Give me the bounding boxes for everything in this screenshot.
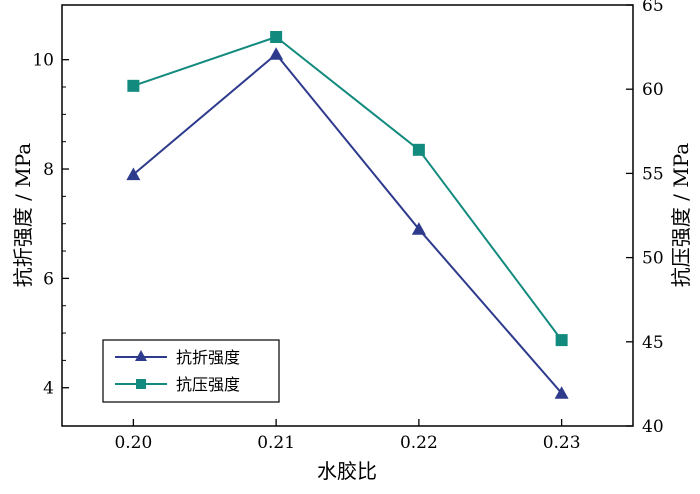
x-tick-label: 0.20 bbox=[114, 433, 152, 453]
right-y-tick-label: 45 bbox=[642, 333, 664, 353]
data-point-compressive bbox=[127, 79, 140, 92]
left-y-tick-label: 6 bbox=[43, 269, 54, 289]
left-y-tick-label: 8 bbox=[43, 160, 54, 180]
data-point-flexural bbox=[126, 167, 141, 181]
left-y-axis: 4 6 8 10 bbox=[32, 51, 69, 399]
legend-label-flexural: 抗折强度 bbox=[176, 348, 240, 367]
data-point-compressive bbox=[270, 30, 283, 43]
plot-frame bbox=[61, 4, 634, 427]
data-point-compressive bbox=[412, 143, 425, 156]
x-tick-label: 0.23 bbox=[543, 433, 581, 453]
right-y-tick-label: 65 bbox=[642, 0, 664, 16]
right-y-axis-title: 抗压强度 / MPa bbox=[669, 143, 693, 287]
right-y-tick-label: 40 bbox=[642, 417, 664, 437]
data-point-flexural bbox=[411, 222, 426, 235]
legend-marker-flexural bbox=[135, 350, 147, 361]
right-y-tick-label: 50 bbox=[642, 249, 664, 269]
legend-marker-compressive bbox=[136, 379, 146, 389]
series-line-compressive bbox=[133, 35, 563, 341]
data-point-flexural bbox=[554, 386, 569, 399]
legend-label-compressive: 抗压强度 bbox=[176, 375, 240, 394]
data-point-compressive bbox=[555, 334, 568, 347]
right-y-tick-label: 55 bbox=[642, 164, 664, 184]
x-tick-label: 0.22 bbox=[400, 433, 438, 453]
legend-box bbox=[102, 339, 280, 403]
x-tick-label: 0.21 bbox=[257, 433, 295, 453]
left-y-axis-title: 抗折强度 / MPa bbox=[11, 143, 35, 287]
x-axis-title: 水胶比 bbox=[317, 459, 377, 483]
series-line-flexural bbox=[132, 53, 563, 394]
right-y-axis: 40 45 50 55 60 65 bbox=[626, 0, 664, 437]
x-axis: 0.20 0.21 0.22 0.23 bbox=[114, 419, 581, 453]
legend: 抗折强度 抗压强度 bbox=[102, 339, 280, 403]
left-y-tick-label: 4 bbox=[43, 379, 54, 399]
data-point-flexural bbox=[269, 47, 284, 60]
right-y-tick-label: 60 bbox=[642, 80, 664, 100]
left-y-tick-label: 10 bbox=[32, 51, 54, 71]
series-layer bbox=[126, 30, 569, 399]
